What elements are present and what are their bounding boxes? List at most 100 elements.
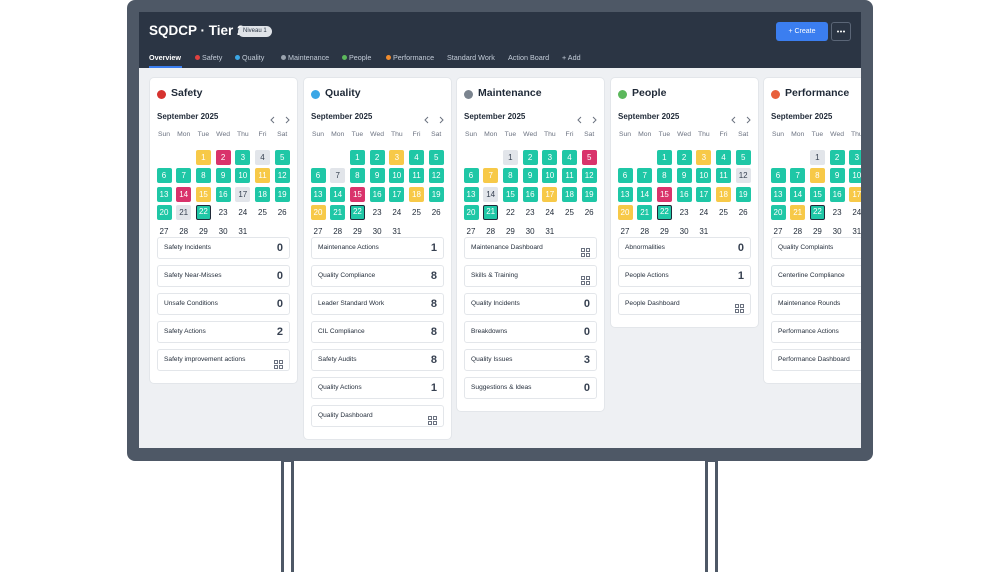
calendar-day: 26 [584,208,594,217]
tab[interactable]: Action Board [508,53,550,62]
calendar-day: 26 [431,208,441,217]
nav-arrows[interactable] [576,115,598,125]
tab-icon [235,55,240,60]
tab[interactable]: Quality [242,53,265,62]
card-icon [618,90,627,99]
metric-row[interactable]: Safety improvement actions [157,349,290,371]
tab[interactable]: Safety [202,53,223,62]
dashboard-icon [428,412,437,425]
metric-row[interactable]: Skills & Training [464,265,597,287]
metric-label: Breakdowns [471,328,508,335]
metric-row[interactable]: Quality Actions 1 [311,377,444,399]
metric-row[interactable]: Safety Audits 8 [311,349,444,371]
metric-row[interactable]: People Actions 1 [618,265,751,287]
calendar-day: 18 [409,186,424,202]
calendar-day: 4 [409,149,424,165]
metric-row[interactable]: Quality Dashboard [311,405,444,427]
screen: SQDCP · Tier 2 Niveau 1 + Create Overvie… [139,12,861,448]
calendar-month: September 2025 [157,112,219,121]
more-button[interactable] [831,22,851,41]
calendar-day: 16 [369,186,385,202]
tab[interactable]: People [349,53,372,62]
tab[interactable]: + Add [562,53,581,62]
calendar-day: 5 [428,149,444,165]
card-title: Maintenance [478,87,542,99]
tab[interactable]: Standard Work [447,53,495,62]
weekday: Wed [830,131,845,138]
nav-arrows[interactable] [423,115,445,125]
weekday: Sun [771,131,785,138]
metric-row[interactable]: Safety Actions 2 [157,321,290,343]
metric-row[interactable]: Maintenance Dashboard [464,237,597,259]
weekday: Thu [390,131,403,138]
calendar-day: 11 [255,168,270,183]
calendar-day: 13 [770,186,786,202]
card-icon [771,90,780,99]
calendar-nav [269,112,291,125]
weekday: Sat [277,131,288,138]
calendar-day: 18 [562,186,577,202]
calendar-day: 1 [809,149,825,165]
metric-row[interactable]: Quality Issues 3 [464,349,597,371]
metric-label: Abnormalities [625,244,665,251]
metric-row[interactable]: Leader Standard Work 8 [311,293,444,315]
metric-row[interactable]: Performance Dashboard [771,349,861,371]
grid-icon [274,360,283,369]
tab[interactable]: Overview [149,53,181,62]
metric-label: Maintenance Dashboard [471,244,543,251]
metric-row[interactable]: CIL Compliance 8 [311,321,444,343]
weekday: Wed [523,131,538,138]
metric-row[interactable]: Safety Incidents 0 [157,237,290,259]
calendar-day: 3 [389,149,405,165]
create-button[interactable]: + Create [776,22,828,41]
metric-row[interactable]: Centerline Compliance [771,265,861,287]
metric-row[interactable]: Abnormalities 0 [618,237,751,259]
nav-arrows[interactable] [269,115,291,125]
metric-value: 0 [583,326,590,338]
metric-row[interactable]: Quality Incidents 0 [464,293,597,315]
calendar-day: 10 [696,168,712,183]
calendar-day: 31 [392,226,402,236]
metric-row[interactable]: Suggestions & Ideas 0 [464,377,597,399]
calendar-day: 11 [409,168,424,183]
calendar-day: 28 [793,226,803,236]
nav-arrows[interactable] [730,115,752,125]
weekday: Mon [331,131,345,138]
calendar-day: 7 [176,168,192,183]
calendar-day: 16 [676,186,692,202]
metric-label: Maintenance Actions [318,244,379,251]
calendar-day: 1 [195,149,211,165]
calendar-day: 29 [659,226,669,236]
calendar-day: 6 [310,168,326,183]
weekday: Fri [258,131,267,138]
metric-row[interactable]: Quality Complaints [771,237,861,259]
weekday: Thu [850,131,861,138]
metric-label: Safety Near-Misses [164,272,222,279]
tab[interactable]: Performance [393,53,435,62]
metric-label: CIL Compliance [318,328,365,335]
tab[interactable]: Maintenance [288,53,330,62]
calendar-day: 8 [656,168,672,183]
calendar-day: 8 [502,168,518,183]
calendar-day: 12 [274,168,290,183]
card: Safety September 2025 Sun Mon Tue Wed Thu Fri Sa… [150,78,297,383]
metric-value: 8 [430,326,437,338]
calendar-day: 30 [218,226,228,236]
calendar-day: 5 [735,149,751,165]
metric-row[interactable]: Quality Compliance 8 [311,265,444,287]
calendar-day: 24 [545,208,555,217]
metric-row[interactable]: Breakdowns 0 [464,321,597,343]
metric-row[interactable]: Maintenance Rounds [771,293,861,315]
metric-row[interactable]: Safety Near-Misses 0 [157,265,290,287]
calendar-day: 21 [330,205,346,220]
tab-icon [195,55,200,60]
calendar-day: 8 [809,168,825,183]
calendar-day: 9 [215,168,231,183]
calendar-day: 30 [372,226,382,236]
weekday: Wed [216,131,231,138]
metric-row[interactable]: Performance Actions [771,321,861,343]
calendar-day: 31 [699,226,709,236]
metric-row[interactable]: Maintenance Actions 1 [311,237,444,259]
metric-row[interactable]: People Dashboard [618,293,751,315]
metric-row[interactable]: Unsafe Conditions 0 [157,293,290,315]
